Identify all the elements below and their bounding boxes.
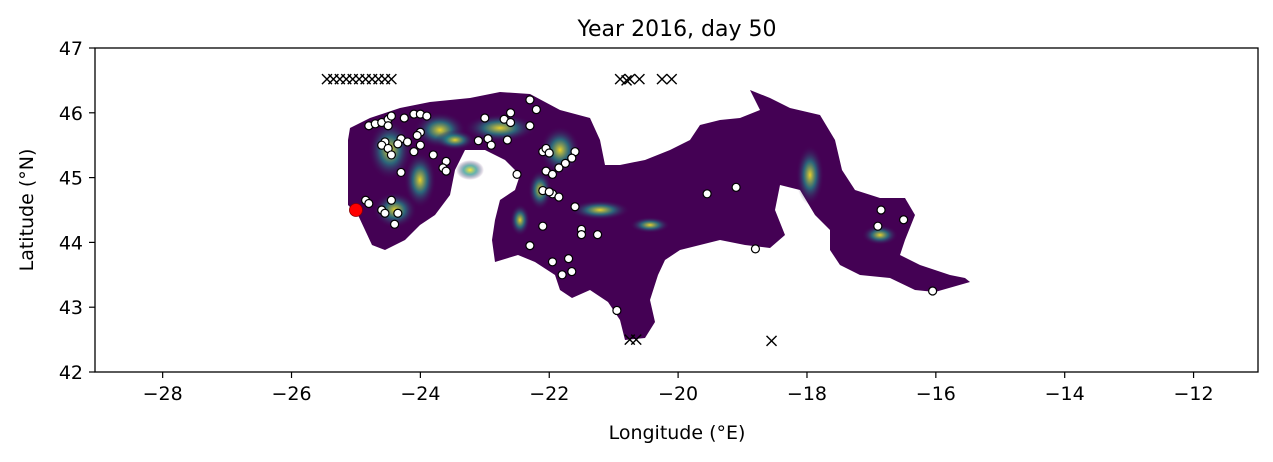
station-point (592, 230, 603, 240)
y-tick-label: 42 (59, 362, 83, 384)
station-point (750, 244, 761, 254)
x-tick-label: −26 (271, 383, 311, 405)
station-point (409, 147, 419, 157)
station-point (547, 169, 558, 179)
y-tick-label: 46 (59, 103, 83, 125)
x-tick-label: −18 (787, 383, 827, 405)
x-axis-ticks: −28 −26 −24 −22 −20 −18 −16 −14 −12 (143, 372, 1214, 405)
field-hotspot (570, 200, 630, 220)
field-hotspot (456, 160, 484, 180)
y-tick-label: 45 (59, 168, 83, 190)
station-point (386, 111, 396, 121)
station-point (547, 257, 558, 267)
station-point (531, 104, 541, 115)
x-tick-label: −24 (400, 383, 440, 405)
station-point (441, 166, 451, 176)
station-point (386, 195, 396, 205)
data-markers (321, 73, 938, 347)
station-point (567, 153, 577, 163)
station-point (396, 167, 406, 178)
station-point (383, 121, 393, 131)
station-point (731, 182, 741, 192)
cross-marker (385, 73, 397, 85)
cross-marker (633, 73, 645, 85)
cross-marker (621, 74, 633, 86)
field-hotspot (435, 130, 475, 150)
station-point (570, 202, 580, 212)
y-axis-label: Latitude (°N) (16, 149, 38, 272)
station-point (525, 121, 535, 131)
chart-title: Year 2016, day 50 (577, 17, 777, 42)
y-tick-label: 47 (59, 38, 83, 60)
x-tick-label: −20 (658, 383, 698, 405)
station-point (567, 266, 577, 277)
station-point (554, 163, 564, 173)
field-hotspot (510, 204, 530, 236)
cross-marker (624, 73, 636, 85)
station-point (480, 113, 490, 123)
x-tick-label: −14 (1045, 383, 1085, 405)
x-axis-label: Longitude (°E) (609, 422, 746, 444)
station-point (557, 270, 567, 280)
station-point (422, 111, 432, 121)
station-point (876, 205, 886, 215)
station-point (612, 305, 622, 316)
station-point (393, 208, 403, 218)
cross-marker (766, 335, 778, 347)
station-point (899, 215, 909, 225)
station-point (525, 95, 535, 105)
station-point (544, 148, 554, 158)
x-tick-label: −22 (529, 383, 569, 405)
station-point (544, 187, 554, 197)
highlight-point (349, 203, 363, 217)
plot-frame (94, 47, 1259, 373)
y-tick-label: 44 (59, 232, 83, 254)
cross-marker (630, 334, 642, 346)
station-point (505, 117, 516, 128)
plot-area (94, 47, 1259, 373)
station-point (390, 219, 400, 229)
station-point (928, 286, 938, 296)
station-point (505, 108, 516, 118)
station-point (415, 140, 425, 150)
station-point (525, 241, 535, 251)
station-point (560, 158, 570, 168)
field-hotspot (404, 152, 436, 208)
field-hotspot (796, 145, 824, 205)
station-point (502, 135, 512, 145)
station-point (393, 139, 403, 149)
station-point (873, 221, 883, 231)
station-point (538, 221, 548, 231)
station-point (702, 189, 712, 199)
station-point (380, 208, 390, 218)
field-hotspot (862, 225, 898, 245)
x-tick-label: −16 (916, 383, 956, 405)
station-point (486, 140, 496, 150)
cross-marker (656, 73, 668, 85)
station-point (412, 130, 422, 141)
station-point (473, 136, 483, 146)
station-point (563, 254, 574, 264)
station-point (399, 113, 409, 123)
station-point (428, 150, 438, 160)
y-axis-ticks: 42 43 44 45 46 47 (59, 38, 95, 384)
cross-marker (666, 73, 678, 85)
station-point (554, 192, 564, 202)
field-hotspot (630, 217, 670, 233)
x-tick-label: −28 (143, 383, 183, 405)
x-tick-label: −12 (1174, 383, 1214, 405)
station-point (364, 198, 374, 209)
station-point (402, 137, 413, 147)
station-point (386, 150, 396, 160)
station-point (576, 230, 587, 240)
y-tick-label: 43 (59, 297, 83, 319)
cross-marker (614, 73, 626, 85)
station-point (512, 169, 522, 179)
